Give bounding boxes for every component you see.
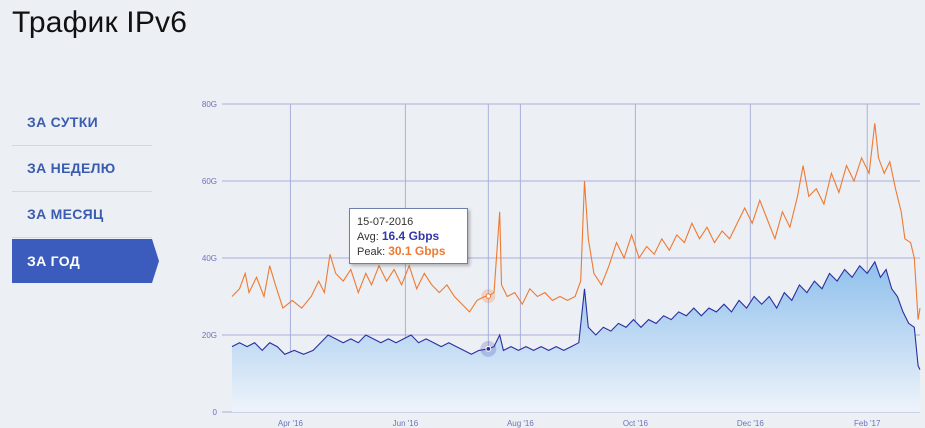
tooltip-avg-value: 16.4 Gbps <box>381 229 440 243</box>
tooltip-peak-value: 30.1 Gbps <box>388 244 446 258</box>
y-tick-label: 0 <box>213 408 218 417</box>
y-tick-label: 20G <box>202 331 217 340</box>
tooltip-date: 15-07-2016 <box>357 216 414 228</box>
y-tick-label: 40G <box>202 254 217 263</box>
y-tick-label: 80G <box>202 100 217 109</box>
x-tick-label: Feb '17 <box>854 419 881 428</box>
chart-tooltip: 15-07-2016 Avg: 16.4 Gbps Peak: 30.1 Gbp… <box>349 208 468 264</box>
peak-marker <box>485 293 492 299</box>
y-tick-label: 60G <box>202 177 217 186</box>
tooltip-peak-label: Peak: <box>357 246 386 258</box>
avg-series-line <box>231 260 921 370</box>
x-tick-label: Aug '16 <box>507 419 534 428</box>
x-tick-label: Apr '16 <box>278 419 304 428</box>
avg-marker <box>485 345 492 352</box>
x-tick-label: Dec '16 <box>737 419 764 428</box>
avg-area-fill <box>232 261 920 412</box>
axis-ticks: 0 20G 40G 60G 80G Apr '16 Jun '16 Aug '16 Oct '1… <box>202 100 881 428</box>
avg-area <box>232 261 920 412</box>
nav-item-day[interactable]: ЗА СУТКИ <box>12 100 152 146</box>
x-tick-label: Jun '16 <box>393 419 419 428</box>
period-nav: ЗА СУТКИ ЗА НЕДЕЛЮ ЗА МЕСЯЦ ЗА ГОД <box>12 100 159 283</box>
tooltip-peak-row: Peak: 30.1 Gbps <box>357 244 461 259</box>
tooltip-avg-row: Avg: 16.4 Gbps <box>357 229 461 244</box>
nav-item-month[interactable]: ЗА МЕСЯЦ <box>12 192 152 238</box>
x-tick-label: Oct '16 <box>623 419 649 428</box>
tooltip-avg-label: Avg: <box>357 231 379 243</box>
page-title: Трафик IPv6 <box>12 6 188 39</box>
peak-series-line <box>231 123 921 320</box>
nav-item-year[interactable]: ЗА ГОД <box>12 239 159 283</box>
nav-item-week[interactable]: ЗА НЕДЕЛЮ <box>12 146 152 192</box>
